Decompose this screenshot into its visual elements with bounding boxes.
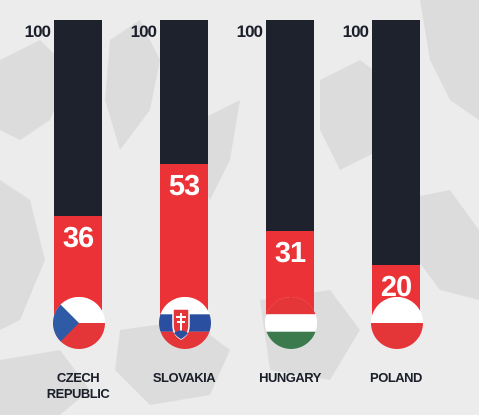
bar-column-slovakia: 100 53 SLOVAKIA	[108, 0, 218, 415]
bar-max-label: 100	[24, 22, 51, 41]
bar-value-label: 36	[62, 222, 94, 254]
bar-column-poland: 100 20 POLAND	[320, 0, 430, 415]
bar-track: 20	[372, 20, 420, 326]
hungary-flag-icon	[265, 297, 317, 349]
bar-max-label: 100	[342, 22, 369, 41]
bar-track: 36	[54, 20, 102, 326]
bar-column-hungary: 100 31 HUNGARY	[214, 0, 324, 415]
bar-max-label: 100	[236, 22, 263, 41]
category-label: CZECH REPUBLIC	[46, 370, 110, 401]
bar-max-label: 100	[130, 22, 157, 41]
bar-value-label: 31	[274, 237, 306, 269]
slovakia-flag-icon	[159, 297, 211, 349]
czech-republic-flag-icon	[53, 297, 105, 349]
bar-track: 31	[266, 20, 314, 326]
category-label: HUNGARY	[259, 370, 321, 385]
poland-flag-icon	[371, 297, 423, 349]
bar-track: 53	[160, 20, 208, 326]
category-label: SLOVAKIA	[152, 370, 216, 385]
category-label: POLAND	[370, 370, 422, 385]
bar-column-czech-republic: 100 36 CZECH REPUBLIC	[2, 0, 112, 415]
bar-value-label: 53	[168, 170, 200, 202]
